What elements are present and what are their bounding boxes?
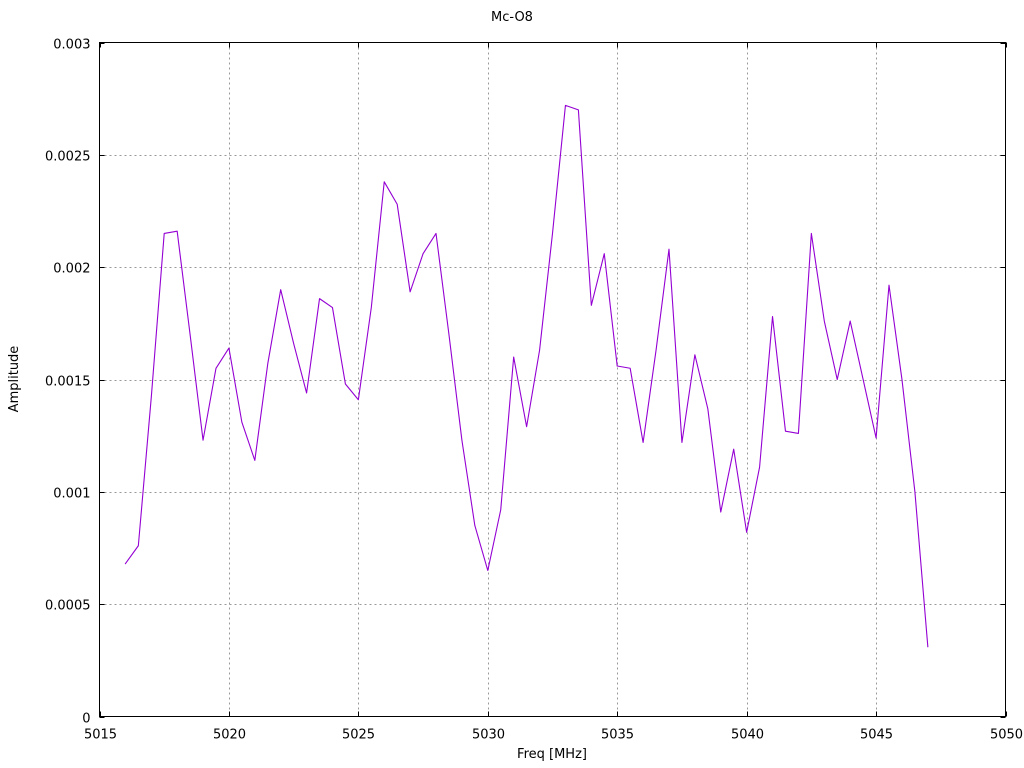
y-tick-label: 0.0005: [45, 599, 91, 614]
axis-tick-labels: 5015 5020 5025 5030 5035 5040 5045 5050 0 0.0005 0…: [45, 38, 1023, 743]
x-tick-label: 5025: [342, 728, 375, 743]
gridlines: [99, 42, 1006, 717]
y-tick-label: 0.003: [53, 38, 90, 53]
x-tick-label: 5035: [601, 728, 634, 743]
y-tick-label: 0.002: [53, 262, 90, 277]
x-tick-label: 5040: [731, 728, 764, 743]
y-tick-label: 0.0015: [45, 375, 91, 390]
x-tick-label: 5045: [860, 728, 893, 743]
y-tick-label: 0.0025: [45, 150, 91, 165]
chart-title: Mc-O8: [491, 10, 533, 25]
x-tick-label: 5030: [472, 728, 505, 743]
data-series-line: [124, 104, 929, 648]
x-tick-label: 5050: [990, 728, 1023, 743]
x-tick-label: 5020: [213, 728, 246, 743]
axis-ticks: [99, 42, 1007, 718]
y-axis-label: Amplitude: [7, 346, 22, 413]
y-tick-label: 0.001: [53, 487, 90, 502]
plot-border: [99, 42, 1006, 717]
x-axis-label: Freq [MHz]: [517, 747, 587, 762]
x-tick-label: 5015: [84, 728, 117, 743]
y-tick-label: 0: [82, 712, 90, 727]
